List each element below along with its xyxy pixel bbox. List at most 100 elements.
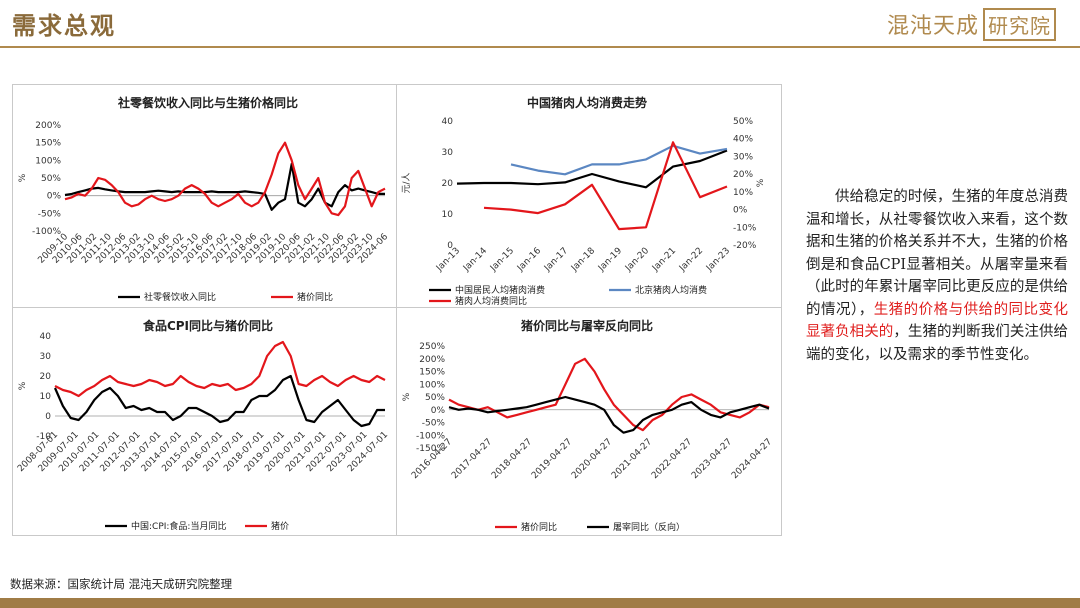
legend-label: 猪价同比 (521, 521, 557, 533)
x-tick-label: Jan-17 (542, 246, 570, 274)
y-tick-label: 20 (442, 179, 454, 189)
x-tick-label: Jan-22 (677, 246, 705, 274)
legend-label: 中国居民人均猪肉消费 (455, 284, 545, 296)
x-tick-label: Jan-16 (515, 246, 543, 274)
footer-bar (0, 598, 1080, 608)
y-tick-label: -100% (32, 227, 61, 237)
y-tick-label: 100% (419, 380, 445, 390)
chart-title: 猪价同比与屠宰反向同比 (520, 318, 653, 333)
y-axis-label: % (18, 173, 28, 182)
series-line-1 (64, 141, 386, 217)
chart-title: 社零餐饮收入同比与生猪价格同比 (117, 95, 298, 110)
legend-label: 屠宰同比（反向） (613, 521, 685, 533)
chart-panel-2: 中国猪肉人均消费走势 40 30 20 10 0 元/人 50% 40% 30% 20% 10% 0% -… (397, 85, 781, 307)
x-tick-label: Jan-23 (704, 246, 732, 274)
y-tick-label: 40 (442, 117, 454, 127)
legend-label: 猪价 (271, 520, 289, 532)
y-tick-label: -10 (36, 432, 51, 442)
y2-tick-label: 10% (733, 188, 753, 198)
analysis-text: 供给稳定的时候，生猪的年度总消费温和增长，从社零餐饮收入来看，这个数据和生猪的价… (806, 186, 1068, 366)
chart-grid: 社零餐饮收入同比与生猪价格同比 200% 150% 100% 50% 0% -50% -100… (12, 84, 782, 536)
series-line-0 (448, 357, 770, 432)
legend-label: 猪肉人均消费同比 (455, 295, 527, 307)
y2-tick-label: 0% (733, 206, 748, 216)
chart-panel-1: 社零餐饮收入同比与生猪价格同比 200% 150% 100% 50% 0% -50% -100… (13, 85, 396, 307)
series-line-0 (53, 374, 385, 428)
x-tick-label: Jan-15 (488, 246, 516, 274)
y-tick-label: 0 (447, 241, 453, 251)
x-tick-label: Jan-18 (569, 246, 597, 274)
y2-tick-label: -20% (733, 241, 757, 251)
y-tick-label: -150% (416, 444, 445, 454)
y-tick-label: 30 (40, 352, 52, 362)
y-tick-label: 20 (40, 372, 52, 382)
series-line-1 (448, 395, 770, 434)
y-tick-label: 40 (40, 332, 52, 342)
divider-vertical (396, 85, 397, 535)
x-tick-label: 2021-04-27 (610, 437, 654, 481)
data-source-note: 数据来源：国家统计局 混沌天成研究院整理 (10, 577, 233, 591)
divider-horizontal (13, 307, 781, 308)
chart-pork-per-capita-consumption: 中国猪肉人均消费走势 40 30 20 10 0 元/人 50% 40% 30% 20% 10% 0% -… (401, 95, 766, 307)
y-tick-label: 150% (419, 368, 445, 378)
y-axis-label: % (18, 381, 28, 390)
y-tick-label: 0 (45, 412, 51, 422)
chart-title: 食品CPI同比与猪价同比 (142, 318, 273, 333)
chart-food-cpi-vs-hog-price: 食品CPI同比与猪价同比403020100-10%2008-07-012009-… (16, 318, 390, 532)
x-tick-label: Jan-14 (461, 246, 489, 274)
header-bar: 需求总观 混沌天成 研究院 (0, 0, 1080, 48)
page-title: 需求总观 (12, 11, 116, 40)
y-tick-label: 100% (35, 156, 61, 166)
y-tick-label: 200% (419, 355, 445, 365)
series-line-1 (510, 144, 728, 176)
analysis-text-highlight: 生猪的价格与供给的同比变化显著负相关的 (806, 301, 1069, 341)
y2-tick-label: 40% (733, 135, 753, 145)
chart-panel-3: 食品CPI同比与猪价同比 40 30 20 10 0 -10% 2008-07-01 2009-… (13, 308, 396, 535)
y-tick-label: 0% (431, 406, 446, 416)
y2-tick-label: 30% (733, 152, 753, 162)
legend-label: 北京猪肉人均消费 (635, 284, 707, 296)
chart-panel-4: 猪价同比与屠宰反向同比 250% 200% 150% 100% 50% 0% -50% -100… (397, 308, 781, 535)
brand-text: 混沌天成 (886, 14, 979, 39)
y-tick-label: -50% (38, 209, 62, 219)
y-tick-label: 200% (35, 121, 61, 131)
y2-tick-label: -10% (733, 223, 757, 233)
y-axis-label: % (402, 392, 412, 401)
y-tick-label: 10 (442, 210, 454, 220)
analysis-text-part1: 供给稳定的时候，生猪的年度总消费温和增长，从社零餐饮收入来看，这个数据和生猪的价… (806, 189, 1068, 318)
x-tick-label: Jan-21 (650, 246, 678, 274)
series-line-2 (483, 141, 728, 231)
brand-box: 研究院 (983, 8, 1056, 41)
y-axis-label: 元/人 (401, 172, 412, 193)
chart-title: 中国猪肉人均消费走势 (527, 95, 647, 110)
y-tick-label: 10 (40, 392, 52, 402)
x-tick-label: 2018-04-27 (490, 437, 534, 481)
y2-tick-label: 20% (733, 170, 753, 180)
chart-restaurant-vs-hog-price: 社零餐饮收入同比与生猪价格同比 200% 150% 100% 50% 0% -50% -100… (18, 95, 390, 303)
series-line-1 (54, 340, 386, 398)
x-tick-label: 2024-04-27 (730, 437, 774, 481)
chart-hog-price-vs-slaughter: 猪价同比与屠宰反向同比 250% 200% 150% 100% 50% 0% -50% -100… (402, 318, 774, 533)
x-tick-label: Jan-19 (596, 246, 624, 274)
y-tick-label: 150% (35, 139, 61, 149)
x-tick-label: 2020-04-27 (570, 437, 614, 481)
x-tick-label: 2019-04-27 (530, 437, 574, 481)
y-tick-label: 50% (425, 393, 445, 403)
y-tick-label: 50% (41, 174, 61, 184)
y-tick-label: 0% (47, 192, 62, 202)
x-tick-label: Jan-20 (623, 246, 651, 274)
x-tick-label: 2022-04-27 (650, 437, 694, 481)
y2-tick-label: 50% (733, 117, 753, 127)
x-tick-label: 2017-04-27 (450, 437, 494, 481)
y-tick-label: 250% (419, 342, 445, 352)
y2-axis-label: % (756, 178, 766, 187)
analysis-text-part2: ，生猪的判断我们关注供给端的变化，以及需求的季节性变化。 (806, 324, 1069, 363)
y-tick-label: -50% (422, 419, 446, 429)
legend-label: 社零餐饮收入同比 (144, 291, 216, 303)
y-tick-label: 30 (442, 148, 454, 158)
brand-logo: 混沌天成 研究院 (887, 8, 1056, 41)
y-tick-label: -100% (416, 431, 445, 441)
series-line-0 (456, 149, 728, 189)
legend-label: 中国:CPI:食品:当月同比 (131, 520, 226, 532)
legend-label: 猪价同比 (297, 291, 333, 303)
